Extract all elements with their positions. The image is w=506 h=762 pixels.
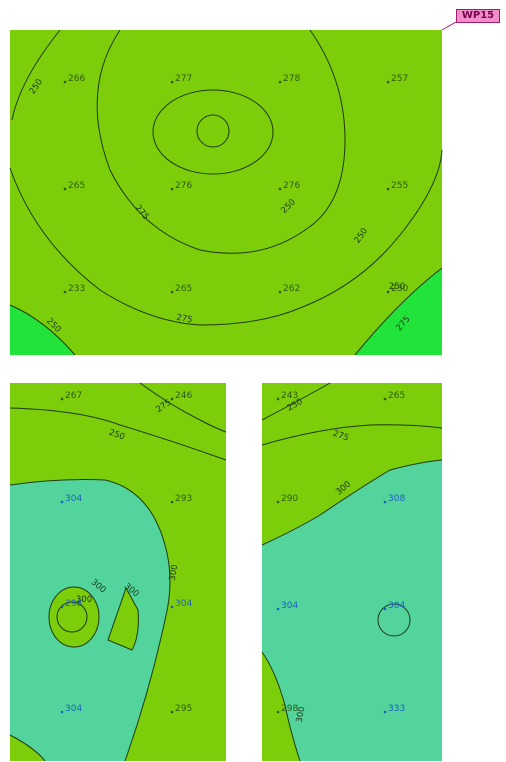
sample-point [278, 80, 282, 84]
point-value: 304 [65, 494, 82, 504]
contour-line [11, 29, 61, 121]
sample-point [170, 290, 174, 294]
contour-line [261, 382, 331, 421]
sample-point [278, 187, 282, 191]
contour-line [377, 603, 411, 637]
contour-line [139, 382, 227, 433]
zone-teal [262, 460, 442, 761]
contour-line [96, 29, 346, 254]
sample-point [276, 607, 280, 611]
sample-point [386, 187, 390, 191]
contour-line [9, 149, 443, 326]
contour-line [261, 459, 443, 546]
sample-point [383, 607, 387, 611]
sample-point [60, 710, 64, 714]
contour-line [9, 479, 171, 762]
contour-line [56, 601, 88, 633]
point-value: 295 [175, 704, 192, 714]
point-value: 308 [388, 494, 405, 504]
contour-line [107, 586, 139, 651]
sample-point [386, 290, 390, 294]
sample-point [170, 80, 174, 84]
sample-point [60, 500, 64, 504]
sample-point [63, 80, 67, 84]
contour-line [354, 267, 443, 356]
sample-point [276, 397, 280, 401]
point-value: 276 [283, 181, 300, 191]
sample-point [383, 710, 387, 714]
sample-point [383, 500, 387, 504]
contour-label: 275 [175, 313, 193, 326]
sample-point [383, 397, 387, 401]
zone-bright-left [10, 305, 75, 355]
contour-line [261, 651, 301, 762]
sample-point [170, 187, 174, 191]
point-value: 304 [388, 601, 405, 611]
point-value: 293 [175, 494, 192, 504]
contour-line [9, 407, 227, 461]
point-value: 298 [281, 704, 298, 714]
sample-point [170, 500, 174, 504]
point-value: 243 [281, 391, 298, 401]
contour-line [196, 114, 230, 148]
point-value: 267 [65, 391, 82, 401]
sample-point [276, 710, 280, 714]
contour-label: 300 [295, 706, 308, 724]
contour-line [152, 89, 274, 175]
sample-point [170, 710, 174, 714]
point-value: 278 [283, 74, 300, 84]
zone-bright-right [355, 268, 442, 355]
sample-point [276, 500, 280, 504]
sample-point [170, 605, 174, 609]
panel-top-fill [10, 30, 442, 355]
contour-line [261, 424, 443, 446]
contour-line [48, 586, 100, 648]
contour-label: 300 [168, 564, 181, 582]
point-value: 304 [175, 599, 192, 609]
sample-point [170, 397, 174, 401]
contour-line [9, 734, 46, 762]
point-value: 298 [65, 599, 82, 609]
sample-point [386, 80, 390, 84]
sample-point [63, 290, 67, 294]
point-value: 333 [388, 704, 405, 714]
panel-bottom-right [261, 382, 443, 762]
sample-point [63, 187, 67, 191]
zone-green-knoll [49, 587, 99, 647]
point-value: 276 [175, 181, 192, 191]
sample-point [60, 397, 64, 401]
point-value: 304 [65, 704, 82, 714]
tag-leader [441, 21, 457, 31]
point-value: 246 [175, 391, 192, 401]
point-value: 290 [281, 494, 298, 504]
panel-top [9, 29, 443, 356]
point-value: 257 [391, 74, 408, 84]
point-value: 262 [283, 284, 300, 294]
point-value: 255 [391, 181, 408, 191]
zone-corner [10, 735, 45, 761]
contour-label: 300 [76, 595, 92, 605]
point-value: 265 [68, 181, 85, 191]
point-value: 304 [281, 601, 298, 611]
point-value: 277 [175, 74, 192, 84]
point-value: 265 [175, 284, 192, 294]
panel-bottom-left [9, 382, 227, 762]
sample-point [60, 605, 64, 609]
sample-point [278, 290, 282, 294]
contour-line [9, 304, 76, 356]
area-tag[interactable]: WP15 [456, 9, 500, 23]
point-value: 265 [388, 391, 405, 401]
point-value: 230 [391, 284, 408, 294]
contour-label: 250 [389, 282, 405, 292]
point-value: 266 [68, 74, 85, 84]
point-value: 233 [68, 284, 85, 294]
zone-green-island [108, 588, 139, 650]
